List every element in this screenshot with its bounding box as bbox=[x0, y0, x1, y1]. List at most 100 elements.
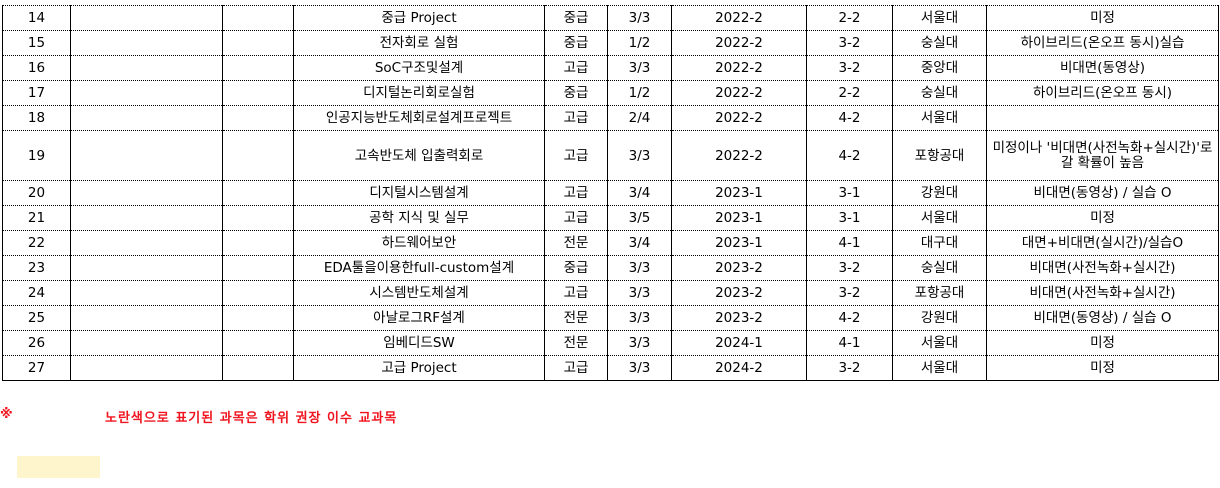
cell-c2[interactable] bbox=[70, 330, 223, 356]
cell-school[interactable]: 포항공대 bbox=[892, 130, 987, 181]
cell-method[interactable]: 미정 bbox=[986, 330, 1219, 356]
cell-c2[interactable] bbox=[70, 205, 223, 231]
cell-level[interactable]: 중급 bbox=[544, 255, 608, 281]
cell-c2[interactable] bbox=[70, 280, 223, 306]
cell-semester[interactable]: 2023-1 bbox=[671, 205, 807, 231]
cell-school[interactable]: 중앙대 bbox=[892, 55, 987, 81]
cell-semester[interactable]: 2023-2 bbox=[671, 305, 807, 331]
cell-grade[interactable]: 3-2 bbox=[806, 55, 893, 81]
cell-semester[interactable]: 2024-2 bbox=[671, 355, 807, 381]
cell-semester[interactable]: 2024-1 bbox=[671, 330, 807, 356]
cell-c2[interactable] bbox=[70, 130, 223, 181]
cell-c3[interactable] bbox=[222, 255, 294, 281]
cell-level[interactable]: 전문 bbox=[544, 230, 608, 256]
cell-school[interactable]: 숭실대 bbox=[892, 30, 987, 56]
cell-school[interactable]: 강원대 bbox=[892, 305, 987, 331]
cell-school[interactable]: 서울대 bbox=[892, 5, 987, 31]
cell-level[interactable]: 고급 bbox=[544, 105, 608, 131]
cell-method[interactable]: 미정이나 '비대면(사전녹화+실시간)'로 갈 확률이 높음 bbox=[986, 130, 1219, 181]
cell-semester[interactable]: 2023-1 bbox=[671, 180, 807, 206]
cell-method[interactable]: 대면+비대면(실시간)/실습O bbox=[986, 230, 1219, 256]
cell-level[interactable]: 중급 bbox=[544, 5, 608, 31]
cell-course[interactable]: 디지털시스템설계 bbox=[293, 180, 545, 206]
cell-grade[interactable]: 4-1 bbox=[806, 330, 893, 356]
cell-level[interactable]: 고급 bbox=[544, 130, 608, 181]
cell-course[interactable]: 전자회로 실험 bbox=[293, 30, 545, 56]
cell-c3[interactable] bbox=[222, 130, 294, 181]
cell-no[interactable]: 21 bbox=[2, 205, 71, 231]
cell-grade[interactable]: 3-2 bbox=[806, 30, 893, 56]
cell-school[interactable]: 서울대 bbox=[892, 105, 987, 131]
cell-level[interactable]: 중급 bbox=[544, 30, 608, 56]
cell-credits[interactable]: 1/2 bbox=[607, 30, 672, 56]
cell-credits[interactable]: 1/2 bbox=[607, 80, 672, 106]
cell-method[interactable]: 미정 bbox=[986, 205, 1219, 231]
cell-semester[interactable]: 2022-2 bbox=[671, 5, 807, 31]
cell-c3[interactable] bbox=[222, 5, 294, 31]
cell-method[interactable]: 비대면(동영상) / 실습 O bbox=[986, 180, 1219, 206]
cell-grade[interactable]: 3-1 bbox=[806, 180, 893, 206]
cell-level[interactable]: 고급 bbox=[544, 55, 608, 81]
cell-credits[interactable]: 3/3 bbox=[607, 255, 672, 281]
cell-credits[interactable]: 3/4 bbox=[607, 230, 672, 256]
cell-no[interactable]: 19 bbox=[2, 130, 71, 181]
cell-level[interactable]: 고급 bbox=[544, 205, 608, 231]
cell-c2[interactable] bbox=[70, 255, 223, 281]
cell-credits[interactable]: 3/4 bbox=[607, 180, 672, 206]
cell-course[interactable]: 중급 Project bbox=[293, 5, 545, 31]
cell-no[interactable]: 17 bbox=[2, 80, 71, 106]
cell-course[interactable]: 하드웨어보안 bbox=[293, 230, 545, 256]
cell-credits[interactable]: 2/4 bbox=[607, 105, 672, 131]
cell-credits[interactable]: 3/3 bbox=[607, 305, 672, 331]
cell-course[interactable]: 고급 Project bbox=[293, 355, 545, 381]
cell-c2[interactable] bbox=[70, 80, 223, 106]
cell-method[interactable]: 비대면(동영상) bbox=[986, 55, 1219, 81]
cell-c2[interactable] bbox=[70, 5, 223, 31]
cell-c2[interactable] bbox=[70, 355, 223, 381]
cell-c3[interactable] bbox=[222, 355, 294, 381]
cell-semester[interactable]: 2022-2 bbox=[671, 55, 807, 81]
cell-school[interactable]: 숭실대 bbox=[892, 255, 987, 281]
cell-course[interactable]: 아날로그RF설계 bbox=[293, 305, 545, 331]
cell-no[interactable]: 26 bbox=[2, 330, 71, 356]
cell-school[interactable]: 숭실대 bbox=[892, 80, 987, 106]
cell-semester[interactable]: 2022-2 bbox=[671, 105, 807, 131]
cell-grade[interactable]: 3-2 bbox=[806, 355, 893, 381]
cell-c3[interactable] bbox=[222, 80, 294, 106]
cell-grade[interactable]: 3-2 bbox=[806, 255, 893, 281]
cell-method[interactable] bbox=[986, 105, 1219, 131]
cell-method[interactable]: 미정 bbox=[986, 5, 1219, 31]
cell-c3[interactable] bbox=[222, 330, 294, 356]
cell-course[interactable]: 공학 지식 및 실무 bbox=[293, 205, 545, 231]
cell-level[interactable]: 고급 bbox=[544, 280, 608, 306]
cell-course[interactable]: 인공지능반도체회로설계프로젝트 bbox=[293, 105, 545, 131]
cell-grade[interactable]: 2-2 bbox=[806, 5, 893, 31]
cell-method[interactable]: 비대면(사전녹화+실시간) bbox=[986, 280, 1219, 306]
cell-credits[interactable]: 3/3 bbox=[607, 280, 672, 306]
cell-level[interactable]: 전문 bbox=[544, 330, 608, 356]
cell-semester[interactable]: 2022-2 bbox=[671, 30, 807, 56]
cell-c3[interactable] bbox=[222, 205, 294, 231]
cell-course[interactable]: 디지털논리회로실험 bbox=[293, 80, 545, 106]
cell-grade[interactable]: 4-2 bbox=[806, 130, 893, 181]
cell-level[interactable]: 고급 bbox=[544, 180, 608, 206]
cell-method[interactable]: 하이브리드(온오프 동시) bbox=[986, 80, 1219, 106]
cell-c2[interactable] bbox=[70, 55, 223, 81]
cell-no[interactable]: 20 bbox=[2, 180, 71, 206]
cell-c2[interactable] bbox=[70, 305, 223, 331]
cell-method[interactable]: 미정 bbox=[986, 355, 1219, 381]
cell-course[interactable]: SoC구조및설계 bbox=[293, 55, 545, 81]
cell-c2[interactable] bbox=[70, 105, 223, 131]
cell-no[interactable]: 25 bbox=[2, 305, 71, 331]
cell-school[interactable]: 대구대 bbox=[892, 230, 987, 256]
cell-semester[interactable]: 2022-2 bbox=[671, 80, 807, 106]
cell-credits[interactable]: 3/3 bbox=[607, 5, 672, 31]
cell-c2[interactable] bbox=[70, 30, 223, 56]
cell-course[interactable]: 고속반도체 입출력회로 bbox=[293, 130, 545, 181]
cell-school[interactable]: 서울대 bbox=[892, 205, 987, 231]
cell-c3[interactable] bbox=[222, 280, 294, 306]
cell-c3[interactable] bbox=[222, 105, 294, 131]
cell-level[interactable]: 중급 bbox=[544, 80, 608, 106]
cell-semester[interactable]: 2023-1 bbox=[671, 230, 807, 256]
cell-method[interactable]: 비대면(사전녹화+실시간) bbox=[986, 255, 1219, 281]
